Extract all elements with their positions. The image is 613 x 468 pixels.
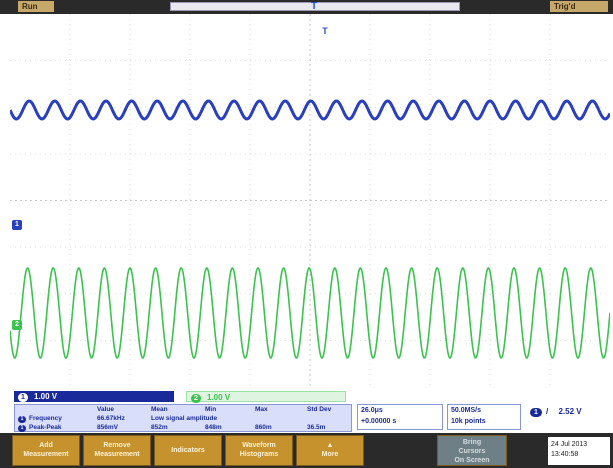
acquisition-readout[interactable]: 50.0MS/s 10k points bbox=[447, 404, 521, 430]
chevron-up-icon: ▲ bbox=[326, 442, 334, 449]
trigger-level: 2.52 V bbox=[558, 407, 582, 416]
channel-1-waveform bbox=[10, 99, 610, 121]
remove-measurement-button[interactable]: Remove Measurement bbox=[83, 435, 151, 466]
column-header-value: Value bbox=[97, 406, 114, 413]
more-button[interactable]: ▲ More bbox=[296, 435, 364, 466]
waveform-graticule[interactable]: T 1 2 bbox=[10, 14, 610, 387]
channel-2-scale-value: 1.00 V bbox=[207, 393, 231, 402]
measurement-name: Frequency bbox=[29, 415, 62, 422]
trigger-marker[interactable]: T bbox=[322, 26, 328, 36]
measurement-row-peak-peak: 1 Peak-Peak 856mV 852m 848m 860m 36.5m bbox=[15, 424, 351, 432]
measurement-value: 66.67kHz bbox=[97, 415, 125, 422]
column-header-mean: Mean bbox=[151, 406, 168, 413]
measurement-name: Peak-Peak bbox=[29, 424, 62, 431]
channel-2-badge: 2 bbox=[191, 394, 201, 403]
time-text: 13:40:58 bbox=[551, 451, 579, 458]
horizontal-delay: +0.00000 s bbox=[361, 418, 397, 425]
record-position-bar[interactable] bbox=[170, 2, 460, 11]
measurement-channel-badge: 1 bbox=[18, 425, 26, 432]
readout-area: 1 1.00 V 2 1.00 V Value Mean Min Max Std D… bbox=[10, 387, 610, 433]
measurement-note: Low signal amplitude bbox=[151, 415, 218, 422]
waveform-histograms-button[interactable]: Waveform Histograms bbox=[225, 435, 293, 466]
column-header-min: Min bbox=[205, 406, 217, 413]
trigger-status-indicator: Trig'd bbox=[550, 1, 608, 12]
record-length: 10k points bbox=[451, 418, 486, 425]
trigger-readout[interactable]: 1 / 2.52 V bbox=[530, 406, 610, 417]
measurement-min: 848m bbox=[205, 424, 222, 431]
date-text: 24 Jul 2013 bbox=[551, 441, 588, 448]
channel-2-waveform bbox=[10, 267, 610, 359]
measurement-channel-badge: 1 bbox=[18, 416, 26, 423]
column-header-stddev: Std Dev bbox=[307, 406, 332, 413]
column-header-max: Max bbox=[255, 406, 268, 413]
measurement-table[interactable]: Value Mean Min Max Std Dev 1 Frequency 66… bbox=[14, 404, 352, 432]
measurement-row-frequency: 1 Frequency 66.67kHz Low signal amplitude bbox=[15, 415, 351, 423]
measurement-stddev: 36.5m bbox=[307, 424, 326, 431]
channel-1-scale-value: 1.00 V bbox=[34, 392, 58, 401]
sample-rate: 50.0MS/s bbox=[451, 407, 481, 414]
channel-1-ground-marker[interactable]: 1 bbox=[12, 220, 22, 230]
measurement-max: 860m bbox=[255, 424, 272, 431]
measurement-header-row: Value Mean Min Max Std Dev bbox=[15, 406, 351, 414]
channel-2-scale-readout[interactable]: 2 1.00 V bbox=[186, 391, 346, 403]
add-measurement-button[interactable]: Add Measurement bbox=[12, 435, 80, 466]
measurement-mean: 852m bbox=[151, 424, 168, 431]
trigger-channel-badge: 1 bbox=[530, 408, 542, 417]
softkey-bar: Add Measurement Remove Measurement Indicat… bbox=[0, 433, 613, 468]
run-state-indicator[interactable]: Run bbox=[18, 1, 54, 12]
top-status-bar: Run T Trig'd bbox=[0, 0, 613, 14]
grid-lines bbox=[10, 14, 610, 387]
indicators-button[interactable]: Indicators bbox=[154, 435, 222, 466]
trigger-slope-icon: / bbox=[546, 407, 549, 416]
trigger-position-icon: T bbox=[310, 1, 318, 12]
timebase-readout[interactable]: 26.0μs +0.00000 s bbox=[357, 404, 443, 430]
channel-1-badge: 1 bbox=[18, 393, 28, 402]
date-time-display: 24 Jul 2013 13:40:58 bbox=[548, 437, 610, 465]
channel-1-scale-readout[interactable]: 1 1.00 V bbox=[14, 391, 174, 402]
channel-2-ground-marker[interactable]: 2 bbox=[12, 320, 22, 330]
graticule-svg bbox=[10, 14, 610, 387]
bring-cursors-on-screen-button[interactable]: Bring Cursors On Screen bbox=[437, 435, 507, 466]
measurement-value: 856mV bbox=[97, 424, 118, 431]
horizontal-scale: 26.0μs bbox=[361, 407, 383, 414]
